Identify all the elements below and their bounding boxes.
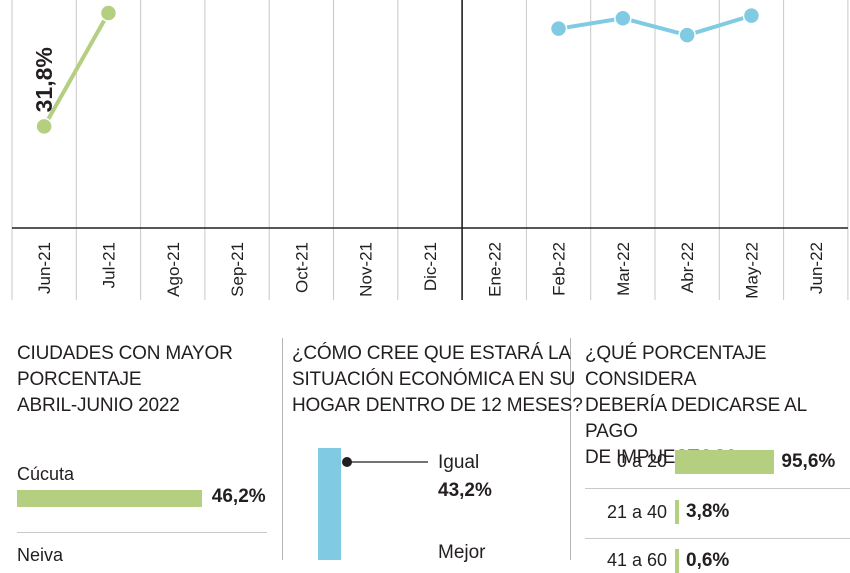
row-separator [585,488,850,489]
monthly-line-chart: 31,8% Jun-21 Jul-21 Ago-21 Sep-21 Oct-21 Nov-… [11,0,849,300]
situation-leader-line [342,457,428,467]
data-point [614,9,632,27]
title-line: DEBERÍA DEDICARSE AL PAGO [585,395,807,442]
taxes-panel-title: ¿QUÉ PORCENTAJE CONSIDERA DEBERÍA DEDICA… [585,341,850,471]
x-tick-label: Mar-22 [614,242,633,296]
city-label-cucuta: Cúcuta [17,464,75,484]
data-point [549,19,568,38]
tax-bar [675,450,775,474]
city-value-cucuta: 46,2% [211,486,266,507]
tax-bar [675,549,679,573]
title-line: SITUACIÓN ECONÓMICA EN SU [292,369,576,390]
row-separator [585,538,850,539]
x-tick-label: Ene-22 [485,242,504,297]
title-line: ¿CÓMO CREE QUE ESTARÁ LA [292,343,571,364]
data-point [35,117,53,136]
point-label: 31,8% [31,47,57,112]
x-tick-label: Dic-21 [421,242,440,291]
data-point [742,6,761,25]
tax-value: 0,6% [686,550,730,571]
x-tick-label: Feb-22 [550,242,569,296]
tax-range-label: 0 a 20 [616,451,667,471]
row-separator [17,532,267,533]
title-line: PORCENTAJE [17,369,142,390]
x-tick-label: Ago-21 [164,242,183,297]
x-tick-label: May-22 [742,242,761,299]
tax-range-label: 41 a 60 [606,550,667,570]
panel-divider [570,338,571,560]
series-line [42,12,111,128]
x-tick-label: Oct-21 [292,242,311,293]
data-point [678,26,696,44]
city-label-neiva: Neiva [17,545,64,565]
series-line [558,13,753,38]
x-tick-label: Sep-21 [228,242,247,297]
tax-value: 3,8% [686,501,730,522]
tax-range-label: 21 a 40 [606,502,667,522]
x-tick-label: Jun-22 [807,242,826,294]
data-point [99,4,118,22]
tax-bar [675,500,679,524]
option-label-mejor: Mejor [438,542,486,563]
situation-panel-title: ¿CÓMO CREE QUE ESTARÁ LA SITUACIÓN ECONÓ… [292,341,583,419]
title-line: ABRIL-JUNIO 2022 [17,395,180,416]
title-line: CIUDADES CON MAYOR [17,343,233,364]
option-label-igual: Igual [438,452,480,473]
x-tick-label: Abr-22 [678,242,697,293]
panel-divider [282,338,283,560]
city-bar-cucuta [17,490,202,507]
option-value-igual: 43,2% [438,480,492,501]
x-tick-label: Jun-21 [35,242,54,294]
title-line: ¿QUÉ PORCENTAJE CONSIDERA [585,343,767,390]
tax-value: 95,6% [781,451,836,472]
x-tick-label: Nov-21 [357,242,376,297]
situation-stacked-bar [318,448,341,560]
x-tick-label: Jul-21 [99,242,118,288]
title-line: HOGAR DENTRO DE 12 MESES? [292,395,583,416]
cities-panel-title: CIUDADES CON MAYOR PORCENTAJE ABRIL-JUNI… [17,341,233,419]
